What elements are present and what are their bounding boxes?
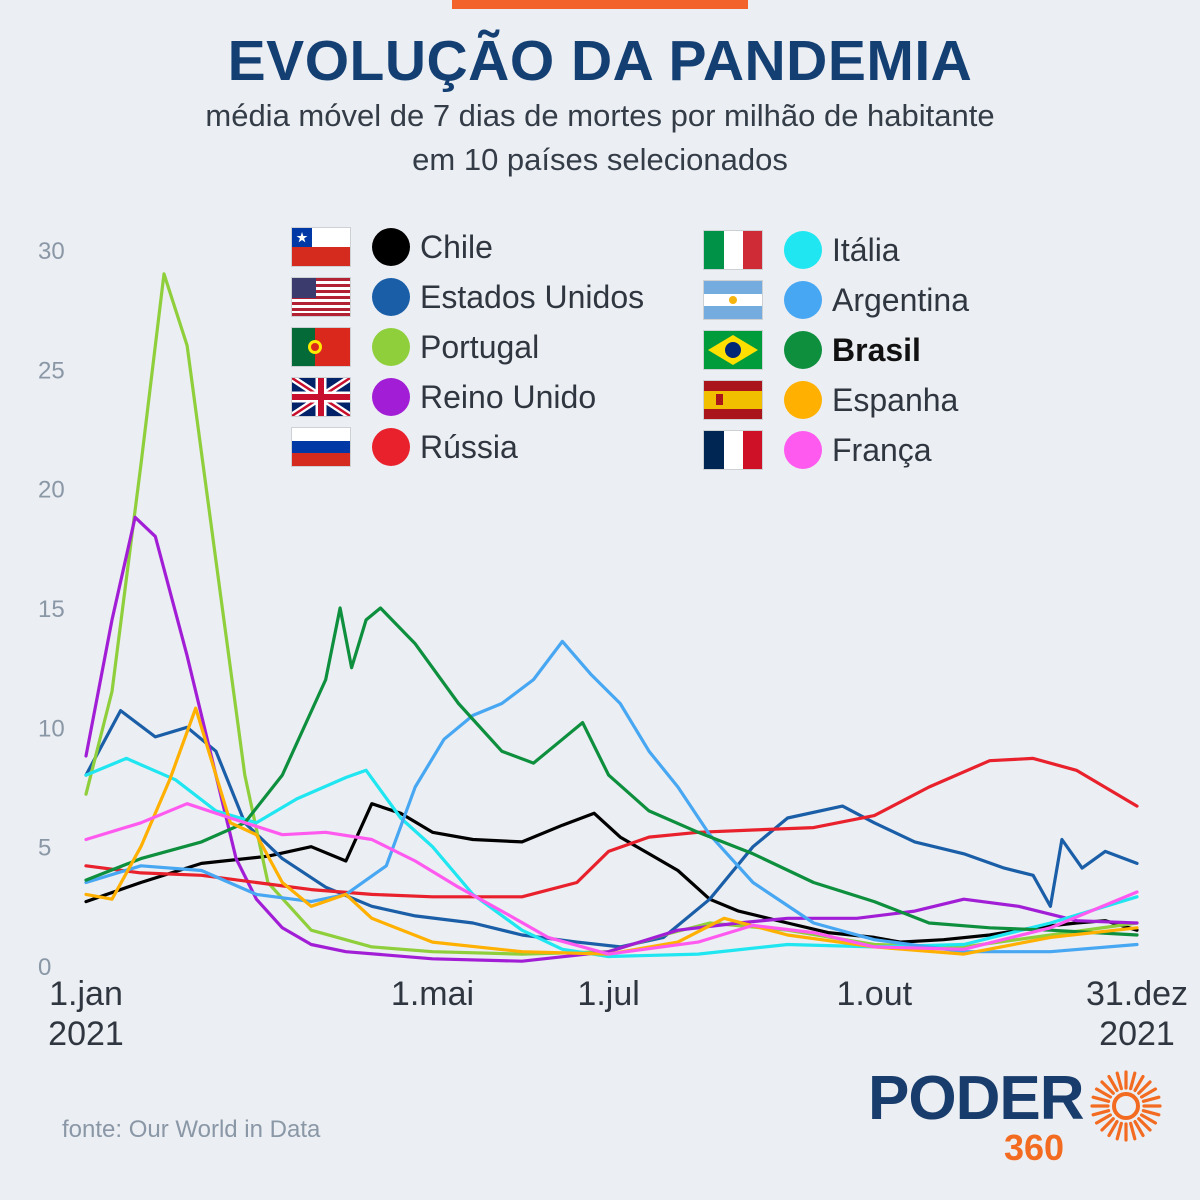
- legend-dot: [784, 331, 822, 369]
- legend-label: Brasil: [832, 331, 921, 368]
- legend-item-franca: França: [704, 428, 932, 472]
- y-tick-label: 10: [38, 715, 65, 742]
- y-tick-label: 0: [38, 954, 51, 981]
- legend-item-portugal: Portugal: [292, 325, 539, 369]
- legend-dot: [784, 231, 822, 269]
- spain-flag-icon: [704, 381, 762, 419]
- legend-label: Reino Unido: [420, 378, 597, 415]
- legend-label: Rússia: [420, 428, 518, 465]
- x-tick-label: 31.dez: [1086, 975, 1188, 1013]
- x-tick-sublabel: 2021: [48, 1015, 124, 1053]
- argentina-flag-icon: [704, 281, 762, 319]
- subtitle-line-2: em 10 países selecionados: [412, 142, 788, 177]
- x-tick-label: 1.out: [836, 975, 912, 1013]
- x-tick-label: 1.jan: [49, 975, 123, 1013]
- series-line-espanha: [84, 706, 1139, 956]
- legend-dot: [372, 378, 410, 416]
- russia-flag-icon: [292, 428, 350, 466]
- legend-dot: [372, 428, 410, 466]
- legend-label: Chile: [420, 228, 493, 265]
- legend-dot: [784, 281, 822, 319]
- legend-item-argentina: Argentina: [704, 278, 969, 322]
- legend-item-espanha: Espanha: [704, 378, 958, 422]
- y-tick-label: 25: [38, 357, 65, 384]
- y-tick-label: 5: [38, 835, 51, 862]
- legend-item-chile: Chile: [292, 225, 493, 269]
- legend-label: França: [832, 431, 932, 468]
- legend-label: Espanha: [832, 381, 959, 418]
- series-line-argentina: [84, 639, 1139, 954]
- legend-item-reino-unido: Reino Unido: [292, 375, 596, 419]
- legend-item-italia: Itália: [704, 228, 900, 272]
- legend-item-brasil: Brasil: [704, 328, 921, 372]
- usa-flag-icon: [292, 278, 350, 316]
- series-line-r-ssia: [84, 756, 1139, 899]
- legend-label: Itália: [832, 231, 900, 268]
- series-line-estados-unidos: [84, 708, 1139, 949]
- legend-dot: [784, 431, 822, 469]
- sun-logo-icon: [1090, 1070, 1162, 1142]
- x-tick-sublabel: 2021: [1099, 1015, 1175, 1053]
- series-line-reino-unido: [84, 515, 1139, 963]
- chile-flag-icon: [292, 228, 350, 266]
- portugal-flag-icon: [292, 328, 350, 366]
- source-note: fonte: Our World in Data: [62, 1116, 321, 1143]
- france-flag-icon: [704, 431, 762, 469]
- legend-dot: [372, 278, 410, 316]
- legend-item-estados-unidos: Estados Unidos: [292, 275, 644, 319]
- brazil-flag-icon: [704, 331, 762, 369]
- series-line-brasil: [84, 606, 1139, 937]
- uk-flag-icon: [292, 378, 350, 416]
- legend-dot: [784, 381, 822, 419]
- y-tick-label: 20: [38, 477, 65, 504]
- x-tick-label: 1.mai: [391, 975, 474, 1013]
- series-line-fran-a: [84, 802, 1139, 956]
- page-title: EVOLUÇÃO DA PANDEMIA: [227, 29, 973, 93]
- legend-dot: [372, 328, 410, 366]
- legend-label: Estados Unidos: [420, 278, 645, 315]
- legend-label: Argentina: [832, 281, 969, 318]
- logo-subtext: 360: [1004, 1127, 1065, 1168]
- legend-item-russia: Rússia: [292, 425, 518, 469]
- y-tick-label: 30: [38, 238, 65, 265]
- x-tick-label: 1.jul: [577, 975, 639, 1013]
- accent-bar: [452, 0, 748, 9]
- subtitle-line-1: média móvel de 7 dias de mortes por milh…: [205, 98, 995, 133]
- y-tick-label: 15: [38, 596, 65, 623]
- legend-dot: [372, 228, 410, 266]
- italy-flag-icon: [704, 231, 762, 269]
- legend-label: Portugal: [420, 328, 540, 365]
- logo-wordmark: PODER: [868, 1064, 1084, 1133]
- series-line-chile: [84, 802, 1139, 944]
